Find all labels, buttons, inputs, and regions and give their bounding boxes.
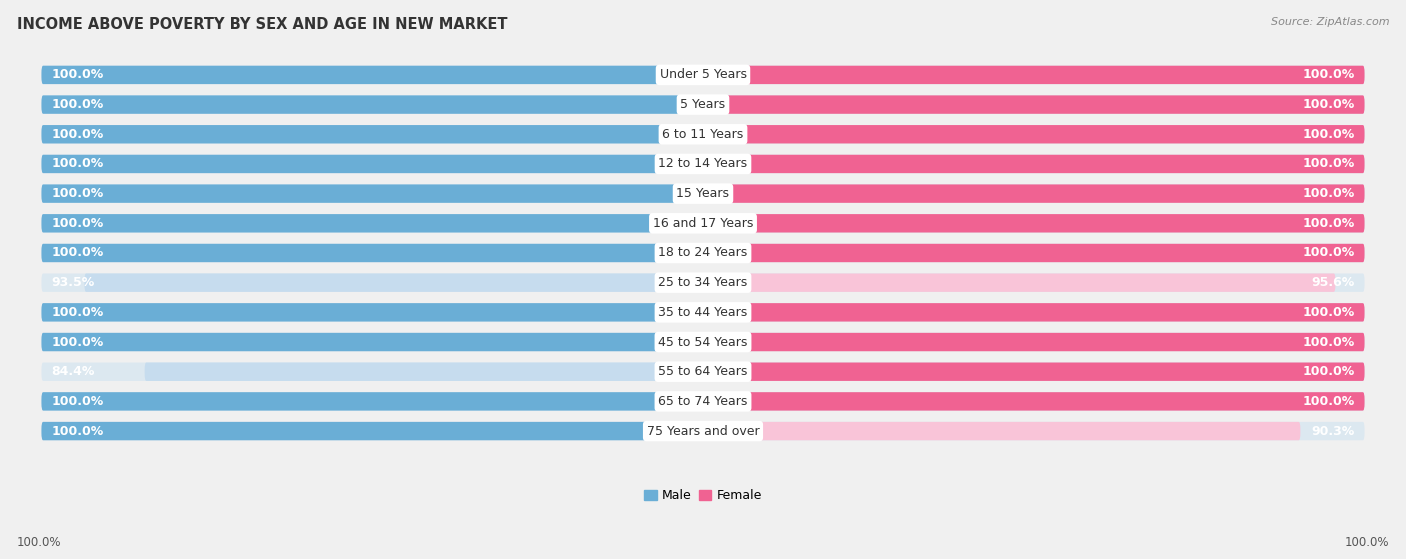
Text: 100.0%: 100.0% <box>1302 187 1354 200</box>
Text: 100.0%: 100.0% <box>1302 98 1354 111</box>
FancyBboxPatch shape <box>703 184 1365 203</box>
FancyBboxPatch shape <box>41 184 703 203</box>
Text: 100.0%: 100.0% <box>1302 247 1354 259</box>
FancyBboxPatch shape <box>703 392 1365 411</box>
FancyBboxPatch shape <box>41 96 703 114</box>
Text: 84.4%: 84.4% <box>52 365 94 378</box>
Text: 100.0%: 100.0% <box>52 395 104 408</box>
Text: 16 and 17 Years: 16 and 17 Years <box>652 217 754 230</box>
FancyBboxPatch shape <box>41 422 703 440</box>
FancyBboxPatch shape <box>703 214 1365 233</box>
FancyBboxPatch shape <box>41 96 703 114</box>
FancyBboxPatch shape <box>703 66 1365 84</box>
Text: 100.0%: 100.0% <box>52 247 104 259</box>
FancyBboxPatch shape <box>703 125 1365 144</box>
Text: 25 to 34 Years: 25 to 34 Years <box>658 276 748 289</box>
Text: 100.0%: 100.0% <box>52 187 104 200</box>
FancyBboxPatch shape <box>703 303 1365 321</box>
FancyBboxPatch shape <box>703 362 1365 381</box>
FancyBboxPatch shape <box>41 244 703 262</box>
Text: 5 Years: 5 Years <box>681 98 725 111</box>
FancyBboxPatch shape <box>703 184 1365 203</box>
Text: 100.0%: 100.0% <box>52 425 104 438</box>
Text: 100.0%: 100.0% <box>52 306 104 319</box>
Text: 18 to 24 Years: 18 to 24 Years <box>658 247 748 259</box>
Text: 100.0%: 100.0% <box>52 158 104 170</box>
FancyBboxPatch shape <box>703 273 1365 292</box>
FancyBboxPatch shape <box>41 125 703 144</box>
Text: 100.0%: 100.0% <box>1302 395 1354 408</box>
FancyBboxPatch shape <box>703 214 1365 233</box>
Text: 6 to 11 Years: 6 to 11 Years <box>662 128 744 141</box>
Text: 90.3%: 90.3% <box>1312 425 1354 438</box>
Text: 100.0%: 100.0% <box>1302 128 1354 141</box>
FancyBboxPatch shape <box>703 96 1365 114</box>
FancyBboxPatch shape <box>703 362 1365 381</box>
FancyBboxPatch shape <box>703 303 1365 321</box>
FancyBboxPatch shape <box>703 96 1365 114</box>
Text: 100.0%: 100.0% <box>1302 68 1354 82</box>
FancyBboxPatch shape <box>703 244 1365 262</box>
Text: 100.0%: 100.0% <box>52 128 104 141</box>
FancyBboxPatch shape <box>84 273 703 292</box>
FancyBboxPatch shape <box>703 155 1365 173</box>
FancyBboxPatch shape <box>41 66 703 84</box>
Text: 100.0%: 100.0% <box>52 68 104 82</box>
FancyBboxPatch shape <box>145 362 703 381</box>
Text: 35 to 44 Years: 35 to 44 Years <box>658 306 748 319</box>
FancyBboxPatch shape <box>703 273 1336 292</box>
Text: 100.0%: 100.0% <box>17 536 62 549</box>
Text: 75 Years and over: 75 Years and over <box>647 425 759 438</box>
FancyBboxPatch shape <box>703 125 1365 144</box>
FancyBboxPatch shape <box>41 333 703 351</box>
Text: Source: ZipAtlas.com: Source: ZipAtlas.com <box>1271 17 1389 27</box>
Text: 100.0%: 100.0% <box>1302 158 1354 170</box>
FancyBboxPatch shape <box>703 422 1301 440</box>
Text: 95.6%: 95.6% <box>1312 276 1354 289</box>
Text: 100.0%: 100.0% <box>52 217 104 230</box>
FancyBboxPatch shape <box>703 66 1365 84</box>
FancyBboxPatch shape <box>703 422 1365 440</box>
Text: 100.0%: 100.0% <box>52 98 104 111</box>
Text: 100.0%: 100.0% <box>1302 365 1354 378</box>
Text: 15 Years: 15 Years <box>676 187 730 200</box>
FancyBboxPatch shape <box>703 392 1365 411</box>
FancyBboxPatch shape <box>41 155 703 173</box>
FancyBboxPatch shape <box>703 333 1365 351</box>
FancyBboxPatch shape <box>41 392 703 411</box>
Text: 100.0%: 100.0% <box>1302 335 1354 348</box>
FancyBboxPatch shape <box>41 214 703 233</box>
Text: 65 to 74 Years: 65 to 74 Years <box>658 395 748 408</box>
FancyBboxPatch shape <box>41 422 703 440</box>
Text: 12 to 14 Years: 12 to 14 Years <box>658 158 748 170</box>
FancyBboxPatch shape <box>703 333 1365 351</box>
FancyBboxPatch shape <box>41 362 703 381</box>
Text: 55 to 64 Years: 55 to 64 Years <box>658 365 748 378</box>
FancyBboxPatch shape <box>703 244 1365 262</box>
FancyBboxPatch shape <box>41 184 703 203</box>
FancyBboxPatch shape <box>41 244 703 262</box>
FancyBboxPatch shape <box>41 392 703 411</box>
Text: 100.0%: 100.0% <box>1344 536 1389 549</box>
FancyBboxPatch shape <box>41 125 703 144</box>
FancyBboxPatch shape <box>41 66 703 84</box>
Text: 45 to 54 Years: 45 to 54 Years <box>658 335 748 348</box>
FancyBboxPatch shape <box>41 155 703 173</box>
Text: 100.0%: 100.0% <box>52 335 104 348</box>
FancyBboxPatch shape <box>41 303 703 321</box>
FancyBboxPatch shape <box>41 273 703 292</box>
Text: Under 5 Years: Under 5 Years <box>659 68 747 82</box>
FancyBboxPatch shape <box>41 333 703 351</box>
Text: 93.5%: 93.5% <box>52 276 94 289</box>
Text: 100.0%: 100.0% <box>1302 306 1354 319</box>
Text: 100.0%: 100.0% <box>1302 217 1354 230</box>
Legend: Male, Female: Male, Female <box>640 484 766 508</box>
FancyBboxPatch shape <box>703 155 1365 173</box>
Text: INCOME ABOVE POVERTY BY SEX AND AGE IN NEW MARKET: INCOME ABOVE POVERTY BY SEX AND AGE IN N… <box>17 17 508 32</box>
FancyBboxPatch shape <box>41 214 703 233</box>
FancyBboxPatch shape <box>41 303 703 321</box>
